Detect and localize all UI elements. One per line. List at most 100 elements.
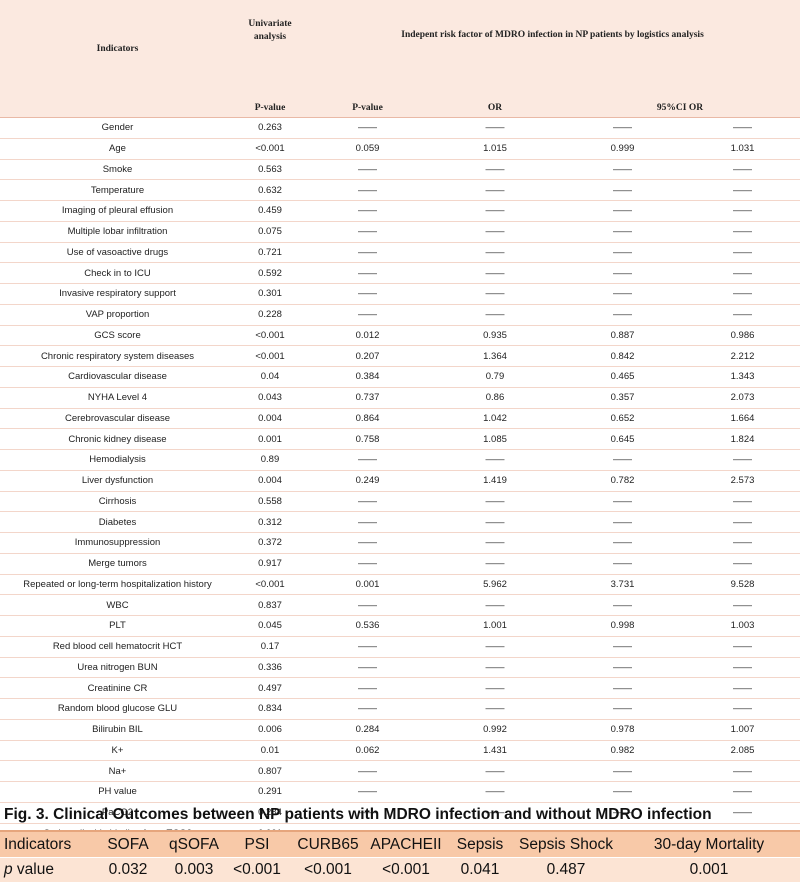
cell: —— [430, 636, 560, 658]
cell: —— [305, 594, 430, 616]
cell: 0.887 [560, 325, 685, 347]
table-row: Na+ 0.807 —— —— —— —— [0, 760, 800, 782]
cell: —— [685, 200, 800, 222]
cell: —— [685, 159, 800, 181]
cell: 2.073 [685, 387, 800, 409]
row-label: Gender [0, 117, 235, 139]
cell: —— [685, 698, 800, 720]
header-cell: 30-day Mortality [618, 830, 800, 858]
cell: —— [560, 532, 685, 554]
cell: 0.284 [235, 802, 305, 824]
cell: —— [560, 781, 685, 803]
cell: —— [560, 594, 685, 616]
cell: —— [430, 781, 560, 803]
cell: 0.075 [235, 221, 305, 243]
cell: —— [305, 117, 430, 139]
row-label: Repeated or long-term hospitalization hi… [0, 574, 235, 596]
cell: 1.364 [430, 345, 560, 367]
cell: —— [305, 283, 430, 305]
table-row: Smoke 0.563 —— —— —— —— [0, 159, 800, 181]
cell: —— [560, 760, 685, 782]
cell: —— [560, 179, 685, 201]
cell: 0.004 [235, 470, 305, 492]
table-row: Multiple lobar infiltration 0.075 —— —— —— —— [0, 221, 800, 243]
cell: 0.487 [514, 857, 618, 882]
cell: 1.031 [685, 138, 800, 160]
table-row: Cerebrovascular disease 0.004 0.864 1.042 0.… [0, 408, 800, 430]
cell: 1.085 [430, 428, 560, 450]
table-row: Bilirubin BIL 0.006 0.284 0.992 0.978 1.007 [0, 719, 800, 741]
cell: 0.986 [685, 325, 800, 347]
cell: 1.343 [685, 366, 800, 388]
row-label: Immunosuppression [0, 532, 235, 554]
header-cell: qSOFA [164, 830, 224, 858]
cell: —— [430, 221, 560, 243]
table-row: Merge tumors 0.917 —— —— —— —— [0, 553, 800, 575]
cell: 1.042 [430, 408, 560, 430]
cell: —— [685, 594, 800, 616]
header-cell: Indicators [0, 830, 92, 858]
cell: —— [430, 594, 560, 616]
cell: 1.001 [430, 615, 560, 637]
cell: —— [685, 449, 800, 471]
cell: 1.824 [685, 428, 800, 450]
cell: 0.465 [560, 366, 685, 388]
cell: <0.001 [290, 857, 366, 882]
figure-title: Fig. 3. Clinical Outcomes between NP pat… [4, 806, 712, 823]
cell: —— [430, 283, 560, 305]
cell: —— [430, 511, 560, 533]
table-row: Temperature 0.632 —— —— —— —— [0, 179, 800, 201]
row-label: Imaging of pleural effusion [0, 200, 235, 222]
row-label: Cirrhosis [0, 491, 235, 513]
row-label: PLT [0, 615, 235, 637]
table-row: Use of vasoactive drugs 0.721 —— —— —— —— [0, 242, 800, 264]
cell: 0.301 [235, 283, 305, 305]
cell: 0.003 [164, 857, 224, 882]
cell: 1.431 [430, 740, 560, 762]
cell: <0.001 [235, 345, 305, 367]
header-cell: Indepent risk factor of MDRO infection i… [305, 0, 800, 98]
cell: 0.834 [235, 698, 305, 720]
cell: —— [560, 200, 685, 222]
header-cell: PSI [224, 830, 290, 858]
table-row: Repeated or long-term hospitalization hi… [0, 574, 800, 596]
cell: 0.592 [235, 262, 305, 284]
table-row: VAP proportion 0.228 —— —— —— —— [0, 304, 800, 326]
row-label: Red blood cell hematocrit HCT [0, 636, 235, 658]
cell: —— [560, 117, 685, 139]
table-row: Imaging of pleural effusion 0.459 —— —— —— —— [0, 200, 800, 222]
row-label: Cerebrovascular disease [0, 408, 235, 430]
cell: 0.062 [305, 740, 430, 762]
cell: —— [430, 304, 560, 326]
cell: —— [305, 532, 430, 554]
cell: —— [430, 117, 560, 139]
header-row: Indicators SOFA qSOFA PSI CURB65 APACHEII Seps… [0, 830, 800, 858]
cell: —— [430, 532, 560, 554]
cell: 0.79 [430, 366, 560, 388]
cell: —— [685, 760, 800, 782]
cell: 0.864 [305, 408, 430, 430]
cell: —— [430, 760, 560, 782]
cell: —— [305, 677, 430, 699]
header-cell [0, 98, 235, 118]
cell: —— [430, 262, 560, 284]
cell: <0.001 [235, 325, 305, 347]
row-label: K+ [0, 740, 235, 762]
cell: 0.043 [235, 387, 305, 409]
row-label: Check in to ICU [0, 262, 235, 284]
cell: 0.17 [235, 636, 305, 658]
cell: —— [430, 802, 560, 824]
table-row: WBC 0.837 —— —— —— —— [0, 594, 800, 616]
row-label: Random blood glucose GLU [0, 698, 235, 720]
cell: —— [305, 262, 430, 284]
cell: 0.632 [235, 179, 305, 201]
table-row: Gender 0.263 —— —— —— —— [0, 117, 800, 139]
row-label: Use of vasoactive drugs [0, 242, 235, 264]
row-label: Temperature [0, 179, 235, 201]
cell: —— [305, 802, 430, 824]
table-row: Cardiovascular disease 0.04 0.384 0.79 0.465… [0, 366, 800, 388]
row-label: Invasive respiratory support [0, 283, 235, 305]
cell: 0.045 [235, 615, 305, 637]
figure-section: Fig. 3. Clinical Outcomes between NP pat… [0, 800, 800, 883]
table-row: Diabetes 0.312 —— —— —— —— [0, 511, 800, 533]
